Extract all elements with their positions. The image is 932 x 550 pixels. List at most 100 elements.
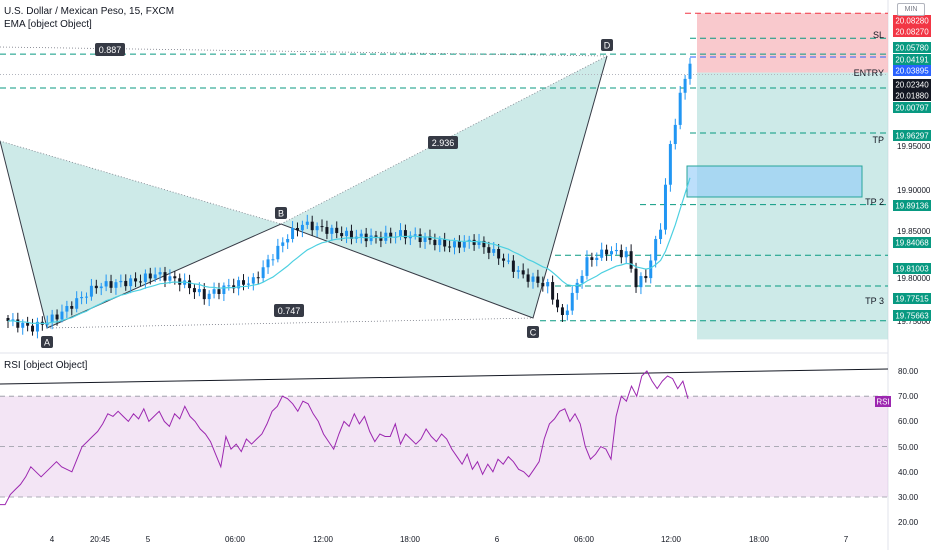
price-tag-value: 20.08270 [895, 28, 929, 37]
candle-body [85, 296, 89, 298]
candle-body [600, 249, 604, 258]
pattern-point-c-badge[interactable] [527, 326, 539, 338]
candle-body [60, 311, 64, 320]
price-tag-bg [893, 293, 931, 304]
candle-body [173, 276, 177, 279]
price-tag-value: 19.81003 [895, 265, 929, 274]
pattern-point-b-label: B [278, 209, 284, 219]
candle-body [551, 282, 555, 300]
candle-body [119, 280, 123, 283]
candle-body [423, 236, 427, 242]
pattern-xb-line [0, 140, 282, 225]
candle-body [629, 251, 633, 269]
candle-body [21, 322, 25, 328]
candle-body [6, 318, 10, 321]
price-tag-bg [893, 263, 931, 274]
candle-body [315, 226, 319, 231]
pattern-point-a-badge[interactable] [41, 336, 53, 348]
price-tag-value: 19.84068 [895, 239, 929, 248]
candle-body [50, 314, 54, 323]
candle-body [609, 251, 613, 255]
candle-body [452, 241, 456, 248]
price-tick: 19.80000 [897, 274, 931, 283]
pattern-point-d-badge[interactable] [601, 39, 613, 51]
rsi-indicator-label[interactable]: RSI [object Object] [4, 360, 88, 371]
candle-body [305, 221, 309, 225]
candle-body [197, 289, 201, 293]
candle-body [678, 92, 682, 125]
candle-body [482, 240, 486, 248]
candle-body [369, 235, 373, 242]
pattern-point-d-label: D [604, 41, 611, 51]
rsi-tick: 20.00 [898, 518, 919, 527]
time-label: 06:00 [574, 535, 595, 544]
rsi-trendline [0, 368, 889, 385]
candle-body [359, 233, 363, 237]
candle-body [148, 273, 152, 279]
ratio-badge[interactable] [428, 136, 458, 149]
take-profit-zone[interactable] [697, 72, 888, 340]
rsi-line [0, 370, 689, 506]
candle-body [492, 249, 496, 253]
price-tag-value: 19.77515 [895, 295, 929, 304]
price-tag-value: 20.02340 [895, 81, 929, 90]
candle-body [418, 234, 422, 242]
rsi-tick: 60.00 [898, 417, 919, 426]
ratio-label: 2.936 [432, 138, 455, 148]
candle-body [659, 229, 663, 240]
trade-label: SL [873, 30, 884, 40]
candle-body [212, 289, 216, 294]
rsi-tick: 30.00 [898, 493, 919, 502]
candle-body [546, 282, 550, 287]
ratio-badge[interactable] [274, 304, 304, 317]
candle-body [232, 285, 236, 289]
candle-body [227, 285, 231, 287]
stop-loss-zone[interactable] [697, 13, 888, 73]
candle-body [560, 307, 564, 315]
target-box[interactable] [686, 165, 863, 198]
candle-body [502, 258, 506, 261]
candle-body [521, 270, 525, 275]
rsi-tick: 40.00 [898, 468, 919, 477]
price-tag-bg [893, 200, 931, 211]
candle-body [614, 249, 618, 252]
candle-body [448, 246, 452, 248]
candle-body [266, 259, 270, 268]
candle-body [511, 260, 515, 272]
pattern-point-a-label: A [44, 338, 50, 348]
candle-body [433, 239, 437, 246]
price-tick: 19.90000 [897, 186, 931, 195]
price-tag-bg [893, 237, 931, 248]
pattern-point-b-badge[interactable] [275, 207, 287, 219]
candle-body [580, 275, 584, 283]
candle-body [565, 310, 569, 315]
candle-body [605, 249, 609, 255]
ema-line [7, 177, 691, 325]
ratio-badge[interactable] [95, 43, 125, 56]
ema-indicator-label[interactable]: EMA [object Object] [4, 19, 92, 30]
price-tag-bg [893, 42, 931, 53]
candle-body [295, 228, 299, 231]
candle-body [168, 276, 172, 281]
time-label: 6 [495, 535, 500, 544]
candle-body [649, 260, 653, 279]
candle-body [389, 232, 393, 237]
pattern-xd-line [0, 46, 608, 57]
min-button[interactable]: MIN [897, 3, 925, 16]
candle-body [340, 233, 344, 237]
time-label: 12:00 [313, 535, 334, 544]
price-tag-value: 19.75663 [895, 312, 929, 321]
candle-body [178, 278, 182, 285]
price-tag-value: 20.00797 [895, 104, 929, 113]
candle-body [153, 274, 157, 279]
time-label: 18:00 [749, 535, 770, 544]
candle-body [188, 280, 192, 289]
price-tag-bg [893, 130, 931, 141]
price-tag-value: 19.96297 [895, 132, 929, 141]
candle-body [457, 241, 461, 248]
candle-body [80, 297, 84, 299]
candle-body [55, 314, 59, 320]
candle-body [325, 227, 329, 234]
candle-body [526, 274, 530, 282]
